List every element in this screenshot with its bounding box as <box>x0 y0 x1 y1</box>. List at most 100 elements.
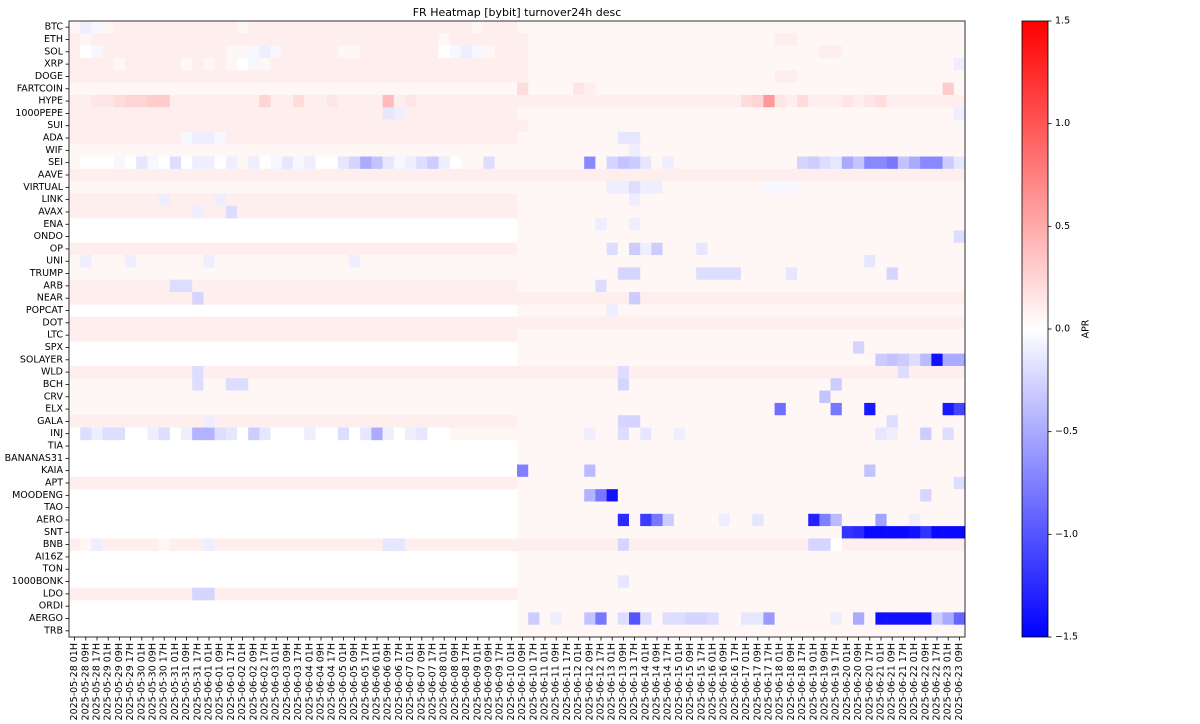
heatmap-cell <box>797 144 809 157</box>
y-tick-label: 1000PEPE <box>15 108 63 119</box>
heatmap-cell <box>181 21 193 34</box>
heatmap-cell <box>953 489 966 502</box>
heatmap-cell <box>371 131 383 145</box>
heatmap-cell <box>920 168 932 182</box>
heatmap-cell <box>651 464 663 478</box>
heatmap-cell <box>405 292 417 305</box>
heatmap-cell <box>741 612 753 625</box>
heatmap-cell <box>673 563 686 576</box>
heatmap-cell <box>617 563 630 576</box>
heatmap-cell <box>405 365 417 379</box>
heatmap-cell <box>438 427 451 441</box>
heatmap-cell <box>360 33 372 46</box>
heatmap-cell <box>584 218 596 231</box>
heatmap-cell <box>909 45 921 59</box>
heatmap-cell <box>864 156 876 170</box>
heatmap-cell <box>539 193 551 207</box>
heatmap-cell <box>113 107 126 120</box>
heatmap-cell <box>337 402 350 416</box>
y-tick-label: VIRTUAL <box>23 182 63 193</box>
heatmap-cell <box>561 550 574 564</box>
heatmap-cell <box>158 415 171 428</box>
heatmap-cell <box>248 45 260 59</box>
heatmap-cell <box>528 94 540 108</box>
heatmap-cell <box>707 464 719 478</box>
heatmap-cell <box>248 279 260 293</box>
heatmap-cell <box>237 45 249 59</box>
heatmap-cell <box>752 427 764 441</box>
heatmap-cell <box>91 21 103 34</box>
heatmap-cell <box>853 501 865 515</box>
heatmap-cell <box>629 316 641 330</box>
heatmap-cell <box>449 94 462 108</box>
heatmap-cell <box>270 119 283 133</box>
heatmap-cell <box>539 205 551 219</box>
heatmap-cell <box>494 168 507 182</box>
heatmap-cell <box>853 612 865 625</box>
heatmap-cell <box>662 476 675 490</box>
heatmap-cell <box>617 230 630 244</box>
heatmap-cell <box>293 279 305 293</box>
heatmap-cell <box>349 329 361 342</box>
heatmap-cell <box>270 181 283 194</box>
heatmap-cell <box>830 600 843 613</box>
heatmap-cell <box>942 489 955 502</box>
heatmap-cell <box>192 119 204 133</box>
heatmap-cell <box>102 45 115 59</box>
heatmap-cell <box>113 45 126 59</box>
heatmap-cell <box>853 563 865 576</box>
heatmap-cell <box>897 156 910 170</box>
heatmap-cell <box>741 390 753 404</box>
heatmap-cell <box>113 94 126 108</box>
heatmap-cell <box>662 612 675 625</box>
heatmap-cell <box>763 476 775 490</box>
heatmap-cell <box>853 329 865 342</box>
heatmap-cell <box>517 107 529 120</box>
heatmap-cell <box>237 255 249 268</box>
heatmap-cell <box>483 390 495 404</box>
heatmap-cell <box>897 513 910 527</box>
heatmap-cell <box>797 600 809 613</box>
heatmap-cell <box>315 57 327 71</box>
heatmap-cell <box>393 402 406 416</box>
heatmap-cell <box>371 267 383 281</box>
heatmap-cell <box>774 70 787 83</box>
heatmap-cell <box>382 365 395 379</box>
heatmap-cell <box>920 575 932 589</box>
heatmap-cell <box>741 329 753 342</box>
heatmap-cell <box>550 193 563 207</box>
heatmap-cell <box>550 304 563 317</box>
x-tick-label: 2025-05-31 09H <box>181 643 192 720</box>
heatmap-cell <box>80 45 92 59</box>
heatmap-cell <box>539 378 551 391</box>
heatmap-cell <box>315 131 327 145</box>
x-tick-label: 2025-06-23 01H <box>943 643 954 720</box>
heatmap-cell <box>69 144 81 157</box>
heatmap-cell <box>718 255 731 268</box>
heatmap-cell <box>673 255 686 268</box>
heatmap-cell <box>494 70 507 83</box>
heatmap-cell <box>483 292 495 305</box>
heatmap-cell <box>561 255 574 268</box>
heatmap-cell <box>953 304 966 317</box>
heatmap-cell <box>393 378 406 391</box>
heatmap-cell <box>830 316 843 330</box>
heatmap-cell <box>225 390 238 404</box>
heatmap-cell <box>864 316 876 330</box>
heatmap-cell <box>920 94 932 108</box>
heatmap-cell <box>337 156 350 170</box>
heatmap-cell <box>270 476 283 490</box>
heatmap-cell <box>606 131 619 145</box>
heatmap-cell <box>573 612 585 625</box>
heatmap-cell <box>102 329 115 342</box>
heatmap-cell <box>819 353 831 367</box>
heatmap-cell <box>752 267 764 281</box>
heatmap-cell <box>819 439 831 453</box>
heatmap-cell <box>360 267 372 281</box>
heatmap-cell <box>707 427 719 441</box>
heatmap-cell <box>427 415 439 428</box>
heatmap-cell <box>629 21 641 34</box>
heatmap-cell <box>875 402 887 416</box>
heatmap-cell <box>427 70 439 83</box>
heatmap-cell <box>125 329 137 342</box>
